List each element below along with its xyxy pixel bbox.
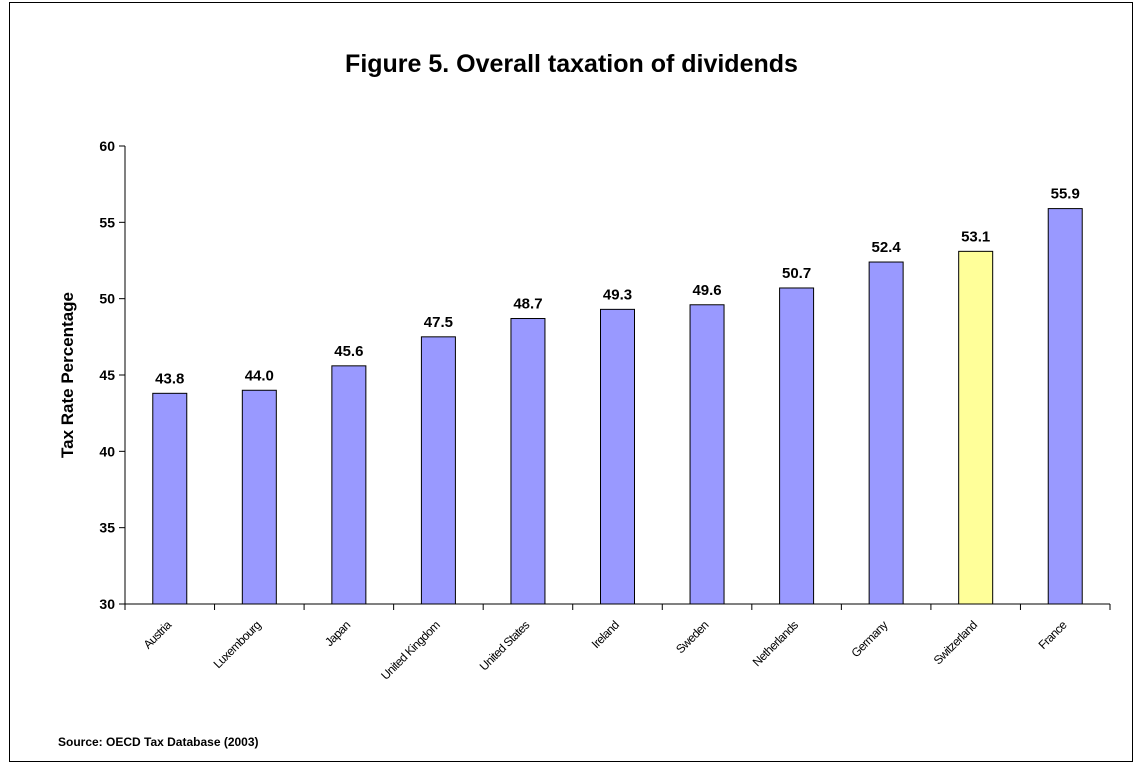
y-tick-label: 35 xyxy=(99,520,115,536)
y-tick-label: 50 xyxy=(99,291,115,307)
bars xyxy=(152,208,1083,605)
category-label: France xyxy=(1036,618,1070,652)
y-axis-ticks: 30 35 40 45 50 55 60 xyxy=(99,138,125,612)
category-label: Austria xyxy=(141,618,175,652)
bar xyxy=(331,365,367,605)
bar xyxy=(689,304,725,605)
y-tick-label: 60 xyxy=(99,138,115,154)
chart-frame xyxy=(9,2,1133,762)
data-label: 53.1 xyxy=(961,228,990,245)
data-label: 44.0 xyxy=(245,367,274,384)
data-label: 52.4 xyxy=(872,239,902,256)
category-label: Luxembourg xyxy=(211,618,264,671)
chart-title: Figure 5. Overall taxation of dividends xyxy=(345,50,798,78)
data-label: 49.3 xyxy=(603,286,632,303)
y-tick-label: 45 xyxy=(99,367,115,383)
source-note: Source: OECD Tax Database (2003) xyxy=(58,735,259,749)
category-label: United Kingdom xyxy=(378,618,443,683)
bar xyxy=(241,389,277,605)
data-label: 49.6 xyxy=(692,282,721,299)
bar xyxy=(1047,208,1083,605)
y-tick-label: 55 xyxy=(99,214,115,230)
y-tick-label: 40 xyxy=(99,443,115,459)
category-label: Japan xyxy=(322,618,353,649)
category-label: United States xyxy=(477,618,533,674)
category-label: Ireland xyxy=(589,618,622,651)
bar xyxy=(958,250,994,605)
data-label: 55.9 xyxy=(1051,186,1080,203)
bar xyxy=(420,336,456,605)
bar xyxy=(510,318,546,605)
data-label: 45.6 xyxy=(334,343,363,360)
bar xyxy=(779,287,815,605)
category-labels: Austria Luxembourg Japan United Kingdom Unit… xyxy=(141,618,1070,683)
category-label: Switzerland xyxy=(931,618,980,667)
category-label: Sweden xyxy=(673,618,711,656)
data-label: 47.5 xyxy=(424,314,453,331)
bar xyxy=(152,392,188,605)
data-label: 43.8 xyxy=(155,370,184,387)
data-label: 50.7 xyxy=(782,265,811,282)
bar xyxy=(600,308,635,605)
y-tick-label: 30 xyxy=(99,596,115,612)
data-label: 48.7 xyxy=(513,296,542,313)
data-labels: 43.8 44.0 45.6 47.5 48.7 49.3 49.6 50.7 52.4 53.1… xyxy=(155,186,1080,388)
y-axis-title: Tax Rate Percentage xyxy=(58,292,77,458)
bar xyxy=(868,261,904,605)
category-label: Netherlands xyxy=(750,618,801,669)
x-axis-ticks xyxy=(124,604,1111,610)
category-label: Germany xyxy=(848,618,890,660)
